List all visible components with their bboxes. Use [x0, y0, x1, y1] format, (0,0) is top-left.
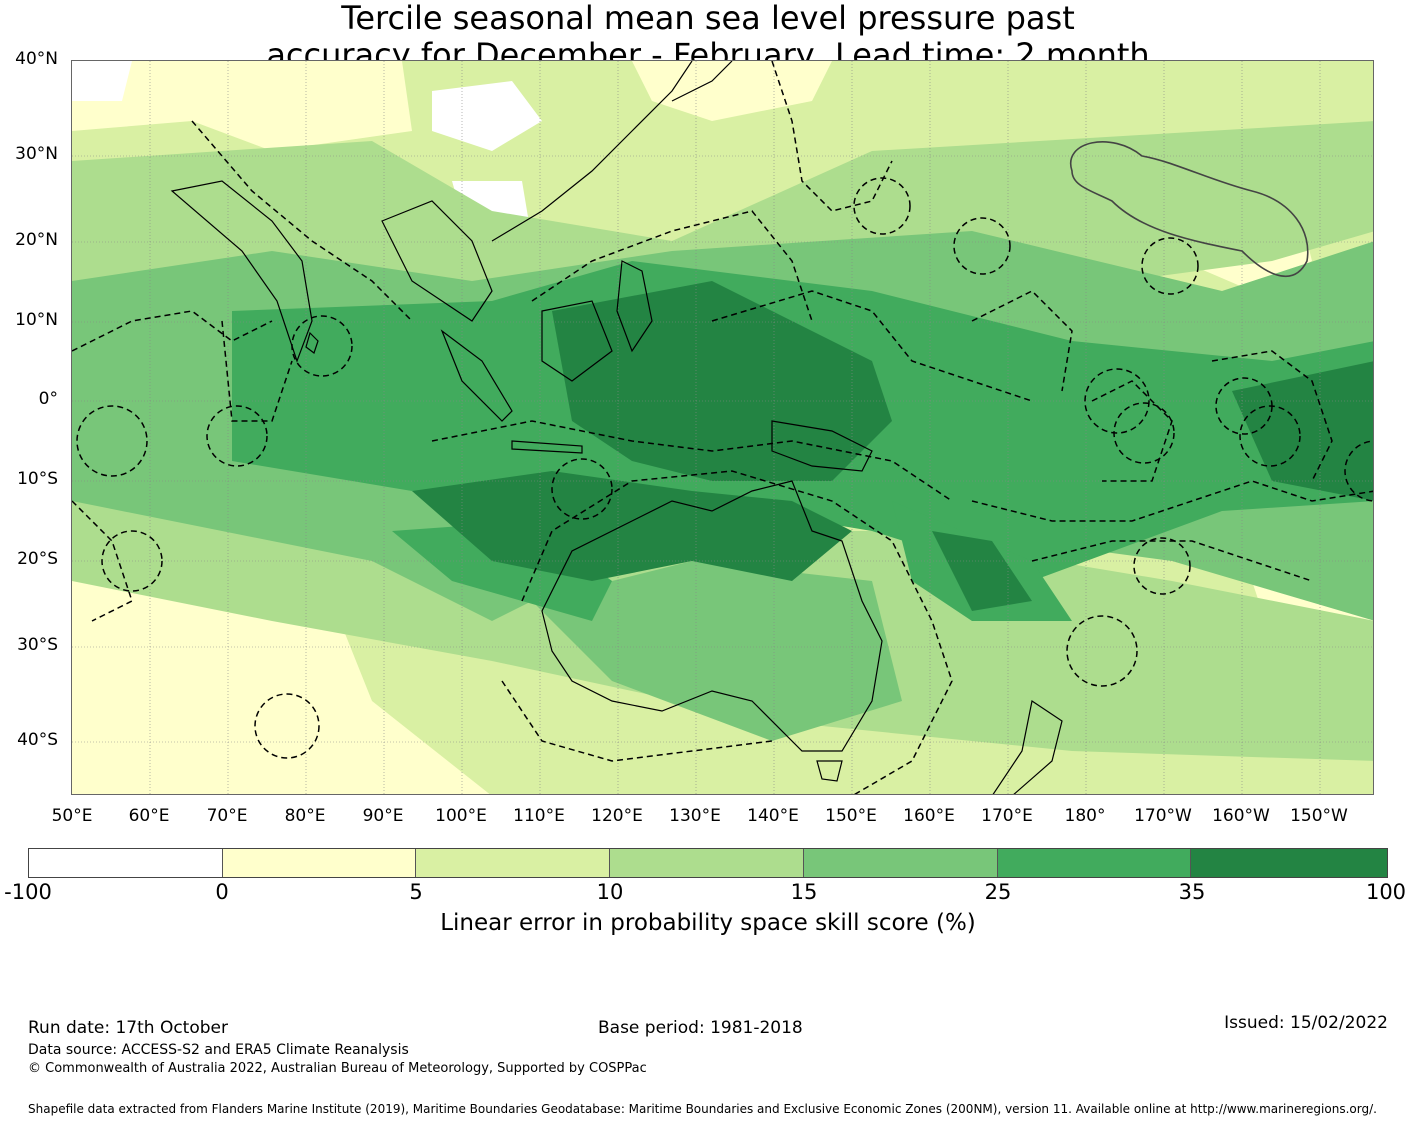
graticule: [72, 61, 1373, 794]
lon-label: 150°W: [1290, 806, 1348, 826]
shapefile-credit: Shapefile data extracted from Flanders M…: [28, 1102, 1377, 1116]
lat-label: 30°S: [17, 635, 58, 655]
australia-coastline: [541, 480, 883, 752]
skill-band-35-100: [932, 531, 1032, 611]
colorbar-segment: [610, 849, 804, 877]
lat-label: 0°: [38, 389, 58, 409]
lon-label: 80°E: [284, 806, 326, 826]
lon-label: 120°E: [591, 806, 643, 826]
skill-band-35-100: [412, 471, 852, 581]
lon-label: 100°E: [435, 806, 487, 826]
colorbar-tick: 5: [409, 880, 423, 904]
colorbar-tick: 25: [984, 880, 1012, 904]
skill-band-15-25: [532, 561, 902, 741]
lon-label: 90°E: [362, 806, 404, 826]
skill-band-35-100: [1232, 361, 1373, 501]
colorbar-tick: -100: [4, 880, 52, 904]
lon-label: 160°E: [903, 806, 955, 826]
lat-label: 40°N: [15, 49, 58, 69]
lat-label: 40°S: [17, 730, 58, 750]
philippines-coastline: [616, 260, 653, 353]
tasmania-coastline: [816, 760, 843, 782]
run-date: Run date: 17th October: [28, 1018, 228, 1038]
india-coastline: [170, 180, 313, 363]
skill-band-negative: [432, 81, 542, 151]
lon-label: 170°E: [981, 806, 1033, 826]
borneo-coastline: [541, 300, 613, 382]
chart-title-line-1: Tercile seasonal mean sea level pressure…: [341, 0, 1075, 37]
skill-band-negative: [72, 61, 132, 101]
skill-score-map: [71, 60, 1374, 795]
lon-label: 70°E: [206, 806, 248, 826]
coastlines: [170, 61, 1063, 794]
colorbar-tick: 100: [1365, 880, 1407, 904]
lon-label: 130°E: [669, 806, 721, 826]
lon-label: 150°E: [825, 806, 877, 826]
indochina-coastline: [381, 200, 493, 322]
lat-label: 30°N: [15, 144, 58, 164]
lon-label: 170°W: [1134, 806, 1192, 826]
issued-date: Issued: 15/02/2022: [1224, 1013, 1388, 1033]
hawaii-eez-boundary: [1069, 141, 1309, 277]
eez-boundaries: [72, 61, 1373, 794]
colorbar-segment: [1191, 849, 1388, 877]
skill-band-0-5: [72, 571, 490, 794]
copyright: © Commonwealth of Australia 2022, Austra…: [28, 1061, 647, 1076]
skill-band-0-5: [72, 61, 412, 151]
colorbar-label: Linear error in probability space skill …: [440, 910, 976, 936]
china-coastline: [491, 61, 693, 242]
new-zealand-coastline: [992, 700, 1063, 794]
colorbar-tick: 10: [596, 880, 624, 904]
java-coastline: [511, 440, 583, 454]
colorbar-segment: [222, 849, 417, 877]
lat-label: 20°N: [15, 230, 58, 250]
skill-band-35-100: [552, 281, 892, 481]
colorbar-segment: [803, 849, 998, 877]
japan-coastline: [671, 61, 733, 102]
lat-label: 10°S: [17, 469, 58, 489]
lon-label: 60°E: [128, 806, 170, 826]
lon-label: 160°W: [1212, 806, 1270, 826]
colorbar-tick: 35: [1178, 880, 1206, 904]
data-source: Data source: ACCESS-S2 and ERA5 Climate …: [28, 1042, 409, 1058]
lon-label: 180°: [1064, 806, 1106, 826]
colorbar-segment: [416, 849, 611, 877]
new-guinea-coastline: [771, 420, 873, 472]
base-period: Base period: 1981-2018: [598, 1018, 803, 1038]
sri-lanka-coastline: [305, 331, 319, 354]
colorbar-segment: [997, 849, 1192, 877]
lon-label: 140°E: [747, 806, 799, 826]
colorbar-tick: 15: [790, 880, 818, 904]
colorbar-segment: [29, 849, 223, 877]
lat-label: 10°N: [15, 310, 58, 330]
colorbar: [28, 848, 1388, 878]
lon-label: 50°E: [51, 806, 93, 826]
lat-label: 20°S: [17, 549, 58, 569]
lon-label: 110°E: [513, 806, 565, 826]
colorbar-tick: 0: [215, 880, 229, 904]
sumatra-coastline: [440, 329, 513, 422]
